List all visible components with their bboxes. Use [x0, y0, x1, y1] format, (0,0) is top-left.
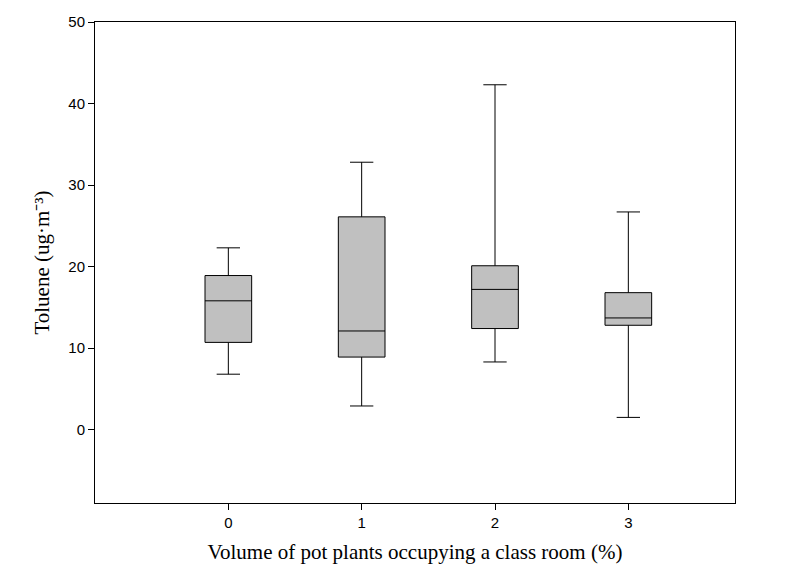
svg-text:1: 1	[357, 514, 365, 531]
svg-text:Volume of pot plants occupying: Volume of pot plants occupying a class r…	[208, 540, 623, 564]
svg-text:50: 50	[68, 13, 85, 30]
svg-text:30: 30	[68, 176, 85, 193]
svg-text:Toluene (ug·m⁻³): Toluene (ug·m⁻³)	[30, 190, 54, 334]
svg-text:0: 0	[224, 514, 232, 531]
svg-text:10: 10	[68, 339, 85, 356]
svg-text:2: 2	[491, 514, 499, 531]
svg-text:20: 20	[68, 258, 85, 275]
svg-text:40: 40	[68, 95, 85, 112]
svg-text:0: 0	[77, 421, 85, 438]
svg-text:3: 3	[624, 514, 632, 531]
